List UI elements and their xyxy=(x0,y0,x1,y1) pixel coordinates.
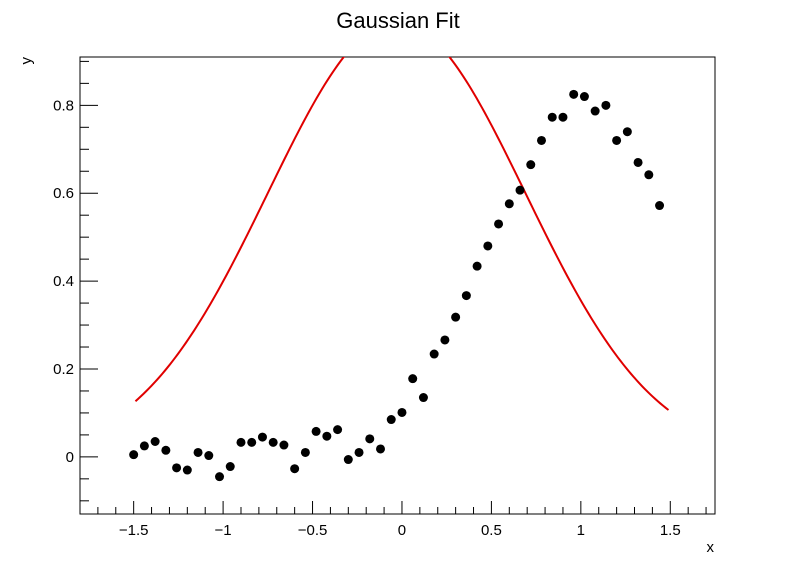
data-point xyxy=(129,450,139,460)
y-tick-label: 0 xyxy=(66,449,74,466)
data-point xyxy=(547,112,557,122)
data-point xyxy=(515,185,525,195)
data-point xyxy=(215,472,225,482)
data-point xyxy=(397,407,407,417)
data-point xyxy=(633,157,643,167)
data-point xyxy=(257,432,267,442)
data-points-layer xyxy=(129,89,665,482)
x-axis: −1.5 −1 −0.5 0 0.5 1 1.5 xyxy=(79,501,707,539)
data-point xyxy=(376,444,386,454)
data-point xyxy=(644,170,654,180)
data-point xyxy=(354,447,364,457)
x-tick-label: 1 xyxy=(577,522,585,539)
data-point xyxy=(150,437,160,446)
data-point xyxy=(504,199,514,209)
data-point xyxy=(365,434,375,444)
x-tick-label: 0.5 xyxy=(481,522,502,539)
data-point xyxy=(601,100,611,110)
data-point xyxy=(451,312,461,322)
data-point xyxy=(268,437,278,447)
data-point xyxy=(408,374,418,384)
data-point xyxy=(558,112,568,122)
data-point xyxy=(236,437,246,447)
data-point xyxy=(139,441,149,451)
data-point xyxy=(343,455,353,465)
data-point xyxy=(472,261,482,271)
data-point xyxy=(386,415,396,425)
data-point xyxy=(655,201,665,211)
gaussian-fit-line xyxy=(134,57,670,411)
data-point xyxy=(429,349,439,359)
data-point xyxy=(161,445,171,455)
y-axis-label: y xyxy=(18,57,35,65)
data-point xyxy=(526,160,536,170)
data-point xyxy=(590,106,600,116)
fit-curve-layer xyxy=(134,57,670,411)
data-point xyxy=(172,463,182,473)
data-point xyxy=(300,447,310,457)
data-point xyxy=(333,425,343,435)
data-point xyxy=(483,241,493,251)
x-tick-label: 0 xyxy=(398,522,406,539)
x-tick-label: −1.5 xyxy=(119,522,149,539)
data-point xyxy=(322,431,332,441)
data-point xyxy=(622,127,632,137)
data-point xyxy=(311,426,321,436)
data-point xyxy=(612,135,622,145)
data-point xyxy=(225,462,235,472)
data-point xyxy=(290,464,300,474)
data-point xyxy=(204,451,214,461)
y-tick-label: 0.4 xyxy=(53,273,74,290)
data-point xyxy=(461,291,471,301)
data-point xyxy=(193,447,203,457)
plot-frame xyxy=(79,56,716,515)
y-axis: 0 0.2 0.4 0.6 0.8 xyxy=(53,60,98,502)
data-point xyxy=(418,393,428,403)
y-tick-label: 0.2 xyxy=(53,361,74,378)
y-tick-label: 0.8 xyxy=(53,97,74,114)
data-point xyxy=(182,465,192,475)
data-point xyxy=(569,89,579,99)
x-tick-label: 1.5 xyxy=(660,522,681,539)
chart-title: Gaussian Fit xyxy=(336,8,460,33)
data-point xyxy=(440,335,450,345)
x-axis-label: x xyxy=(707,539,715,556)
data-point xyxy=(494,219,504,229)
data-point xyxy=(279,440,289,450)
x-tick-label: −0.5 xyxy=(298,522,328,539)
data-point xyxy=(247,437,257,447)
x-tick-label: −1 xyxy=(215,522,232,539)
data-point xyxy=(579,92,589,102)
y-tick-label: 0.6 xyxy=(53,185,74,202)
data-point xyxy=(536,135,546,145)
